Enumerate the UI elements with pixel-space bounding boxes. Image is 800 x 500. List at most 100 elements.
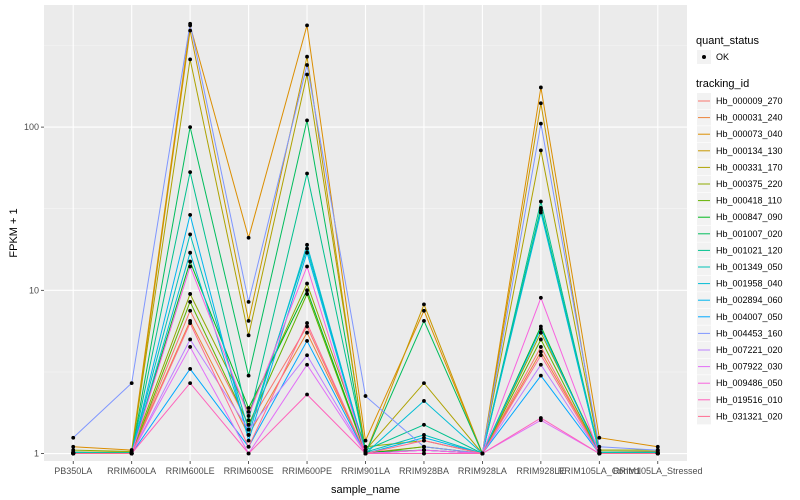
data-point [422, 438, 426, 443]
legend-label: Hb_000009_270 [716, 96, 783, 106]
data-point [188, 259, 193, 264]
data-point [246, 235, 251, 240]
data-point [305, 264, 309, 269]
data-point [363, 438, 368, 443]
data-point [422, 435, 426, 440]
data-point [188, 367, 193, 371]
data-point [305, 246, 309, 251]
data-point [305, 324, 309, 329]
legend-label: Hb_007922_030 [716, 362, 783, 372]
data-point [246, 438, 251, 443]
data-point [71, 451, 76, 456]
data-point [538, 121, 543, 126]
legend-label: Hb_000375_220 [716, 179, 783, 189]
data-point [480, 451, 485, 456]
plot-panel [44, 5, 687, 461]
data-point [305, 288, 309, 293]
legend-label: Hb_004453_160 [716, 328, 783, 338]
y-tick-label: 10 [29, 285, 39, 295]
data-point [246, 406, 251, 410]
data-point [246, 409, 251, 414]
legend-label: Hb_031321_020 [716, 411, 783, 421]
data-point [538, 373, 543, 378]
data-point [655, 448, 660, 452]
x-tick-label: RRIM928LE [516, 466, 565, 476]
data-point [188, 264, 193, 269]
data-point [363, 451, 368, 456]
data-point [538, 199, 543, 204]
legend-tracking-id: tracking_id Hb_000009_270 Hb_000031_240 Hb… [696, 78, 783, 425]
x-tick-label: PB350LA [54, 466, 92, 476]
legend-label: Hb_000418_110 [716, 196, 782, 206]
legend-label: Hb_001958_040 [716, 279, 783, 289]
data-point [188, 21, 193, 26]
data-point [188, 337, 193, 342]
data-point [188, 299, 193, 304]
data-point [305, 281, 309, 286]
data-point [422, 381, 426, 386]
data-point [305, 292, 309, 296]
data-point [655, 451, 660, 456]
data-point [422, 318, 426, 323]
data-point [305, 118, 309, 123]
y-tick-label: 100 [24, 122, 39, 132]
data-point [246, 427, 251, 432]
legend-label: Hb_001021_120 [716, 245, 783, 255]
data-point [538, 353, 543, 358]
y-tick-label: 1 [34, 449, 39, 459]
y-axis: 1 10 100 [24, 122, 44, 459]
legend-quant-status-title: quant_status [696, 35, 759, 47]
legend-point-key [702, 55, 706, 59]
data-point [246, 451, 251, 456]
data-point [422, 422, 426, 427]
data-point [305, 338, 309, 343]
legend-tracking-id-title: tracking_id [696, 78, 749, 90]
data-point [246, 422, 251, 427]
data-point [422, 451, 426, 456]
data-point [246, 318, 251, 323]
data-point [538, 210, 543, 215]
data-point [305, 362, 309, 367]
data-point [305, 54, 309, 59]
y-axis-title: FPKM + 1 [8, 208, 20, 257]
x-tick-label: RRIM600PE [282, 466, 332, 476]
data-point [538, 148, 543, 153]
legend-quant-status: quant_status OK [696, 35, 759, 64]
data-point [538, 295, 543, 300]
data-point [363, 444, 368, 449]
data-point [129, 381, 134, 386]
data-point [363, 394, 368, 398]
legend-label: Hb_000331_170 [716, 162, 783, 172]
data-point [246, 333, 251, 338]
data-point [422, 433, 426, 437]
data-point [188, 28, 193, 33]
data-point [538, 362, 543, 367]
x-tick-label: RRIM600LA [107, 466, 156, 476]
data-point [305, 242, 309, 247]
data-point [538, 327, 543, 331]
data-point [188, 345, 193, 349]
data-point [422, 399, 426, 403]
data-point [129, 451, 134, 456]
data-point [597, 451, 602, 456]
data-point [305, 330, 309, 335]
major-gridlines [44, 5, 687, 461]
data-point [422, 444, 426, 449]
data-point [246, 373, 251, 378]
data-point [305, 353, 309, 358]
legend-label: Hb_004007_050 [716, 312, 783, 322]
data-point [305, 392, 309, 397]
x-tick-label: RRIM901LA [341, 466, 390, 476]
data-point [71, 444, 76, 449]
x-tick-label: RRIM928BA [399, 466, 449, 476]
x-tick-label: RRIM600LE [166, 466, 215, 476]
data-point [246, 418, 251, 423]
data-point [422, 302, 426, 307]
legend-label: Hb_002894_060 [716, 295, 783, 305]
data-point [188, 250, 193, 255]
data-point [188, 170, 193, 175]
data-point [538, 349, 543, 354]
data-point [188, 212, 193, 217]
data-point [538, 345, 543, 349]
